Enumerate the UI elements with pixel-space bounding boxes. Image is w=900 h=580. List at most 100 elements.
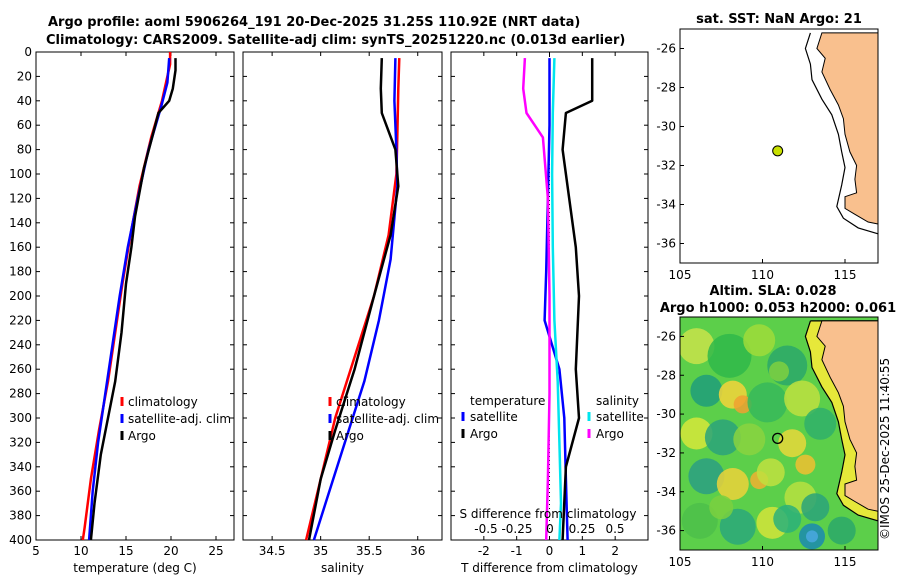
y-tick-label: 40 <box>17 94 32 108</box>
salinity-x-tick-label: 34.5 <box>259 544 286 558</box>
salinity-diff-axis-label: S difference from climatology <box>460 507 637 521</box>
y-tick-label: 340 <box>9 460 32 474</box>
sla_map-y-tick-label: -36 <box>656 524 676 538</box>
difference-x-tick-label: 2 <box>611 544 619 558</box>
salinity-diff-tick-label: -0.25 <box>501 522 532 536</box>
salinity-x-tick-label: 36 <box>410 544 425 558</box>
salinity-legend-label: satellite-adj. clim <box>336 412 439 426</box>
land-polygon <box>816 32 879 225</box>
sla_map-y-tick-label: -34 <box>656 485 676 499</box>
y-tick-label: 140 <box>9 216 32 230</box>
sla-anomaly-blob <box>827 516 856 545</box>
salinity-diff-tick-label: 0.5 <box>605 522 624 536</box>
y-tick-label: 100 <box>9 167 32 181</box>
sla-anomaly-blob <box>747 382 788 423</box>
temperature-legend-label: satellite-adj. clim <box>128 412 231 426</box>
sla-anomaly-blob <box>733 423 766 456</box>
sla_map-y-tick-label: -30 <box>656 407 676 421</box>
y-tick-label: 20 <box>17 69 32 83</box>
sla-anomaly-blob <box>806 530 818 543</box>
difference-x-tick-label: 1 <box>579 544 587 558</box>
y-tick-label: 360 <box>9 484 32 498</box>
y-tick-label: 320 <box>9 435 32 449</box>
shelf-contour <box>804 32 879 235</box>
sst_map-y-tick-label: -26 <box>656 42 676 56</box>
sst_map-y-tick-label: -36 <box>656 237 676 251</box>
diff-legend-title: salinity <box>596 394 639 408</box>
sla-anomaly-blob <box>804 407 837 440</box>
sst_map-x-tick-label: 115 <box>834 268 857 282</box>
sla-anomaly-blob <box>756 458 785 487</box>
timestamp-stamp: ©IMOS 25-Dec-2025 11:40:55 <box>878 357 892 540</box>
argo-position-marker <box>772 145 784 157</box>
diff-legend-label: satellite <box>470 410 518 424</box>
y-tick-label: 240 <box>9 338 32 352</box>
sla-anomaly-blob <box>716 467 749 500</box>
difference-x-tick-label: 0 <box>546 544 554 558</box>
salinity-diff-tick-label: 0 <box>546 522 554 536</box>
sla_map-y-tick-label: -26 <box>656 329 676 343</box>
salinity-series-argo <box>307 58 400 541</box>
sla_map-y-tick-label: -28 <box>656 368 676 382</box>
y-tick-label: 280 <box>9 387 32 401</box>
y-tick-label: 160 <box>9 240 32 254</box>
y-tick-label: 220 <box>9 313 32 327</box>
sla-anomaly-blob <box>719 508 756 545</box>
salinity-x-tick-label: 35.5 <box>356 544 383 558</box>
temperature-x-tick-label: 20 <box>163 544 178 558</box>
difference-series-t-satellite <box>543 58 569 541</box>
temperature-x-tick-label: 15 <box>118 544 133 558</box>
diff-legend-label: satellite <box>596 410 644 424</box>
y-tick-label: 180 <box>9 265 32 279</box>
sst_map-y-tick-label: -30 <box>656 120 676 134</box>
sla-anomaly-blob <box>784 380 821 417</box>
temperature-legend-label: climatology <box>128 395 198 409</box>
sst_map-y-tick-label: -34 <box>656 198 676 212</box>
sla-map-title: Altim. SLA: 0.028 <box>710 284 837 299</box>
sst_map-x-tick-label: 110 <box>751 268 774 282</box>
temperature-legend-label: Argo <box>128 429 156 443</box>
sla_map-x-tick-label: 115 <box>834 555 857 569</box>
difference-series-t-argo <box>561 58 594 541</box>
difference-x-tick-label: -2 <box>478 544 490 558</box>
difference-series-s-satellite <box>550 58 563 541</box>
temperature-x-tick-label: 25 <box>208 544 223 558</box>
sla-land-polygon <box>816 320 878 512</box>
sla_map-frame <box>679 316 879 551</box>
y-tick-label: 260 <box>9 362 32 376</box>
sla-anomaly-blob <box>690 374 723 407</box>
y-tick-label: 380 <box>9 509 32 523</box>
y-tick-label: 0 <box>24 45 32 59</box>
temperature-x-tick-label: 10 <box>73 544 88 558</box>
temperature-x-tick-label: 5 <box>32 544 40 558</box>
sla-anomaly-blob <box>801 493 830 522</box>
sla-anomaly-blob <box>680 328 715 365</box>
sla-anomaly-blob <box>709 495 734 520</box>
temperature-series-satellite-adj-clim <box>87 58 171 541</box>
diff-legend-title: temperature <box>470 394 545 408</box>
sla-field <box>680 317 878 550</box>
sla-anomaly-blob <box>688 458 725 495</box>
sla-map-subtitle: Argo h1000: 0.053 h2000: 0.061 <box>660 301 896 316</box>
y-tick-label: 200 <box>9 289 32 303</box>
y-tick-label: 80 <box>17 143 32 157</box>
diff-legend-label: Argo <box>470 427 498 441</box>
difference-series-s-argo <box>521 58 551 541</box>
sla-anomaly-blob <box>704 419 741 456</box>
salinity-diff-tick-label: -0.5 <box>474 522 497 536</box>
sla-anomaly-blob <box>769 361 789 382</box>
y-tick-label: 400 <box>9 533 32 547</box>
sst_map-y-tick-label: -32 <box>656 159 676 173</box>
salinity-axes-box <box>242 51 443 541</box>
figure-title-line2: Climatology: CARS2009. Satellite-adj cli… <box>46 33 626 48</box>
argo-position-marker <box>772 432 784 445</box>
sla_map-y-tick-label: -32 <box>656 446 676 460</box>
sla_map-x-tick-label: 105 <box>669 555 692 569</box>
sla-anomaly-blob <box>778 429 807 458</box>
sst_map-frame <box>679 28 879 264</box>
sla-anomaly-blob <box>707 333 752 378</box>
sla-anomaly-blob <box>743 324 776 357</box>
salinity-legend-label: climatology <box>336 395 406 409</box>
sla-anomaly-blob <box>773 504 802 533</box>
